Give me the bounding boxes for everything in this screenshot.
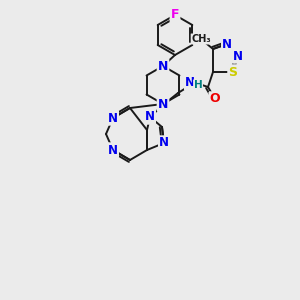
- Text: N: N: [233, 50, 243, 62]
- Text: N: N: [185, 76, 195, 89]
- Text: H: H: [194, 80, 202, 90]
- Text: N: N: [159, 136, 169, 149]
- Text: S: S: [229, 65, 238, 79]
- Text: N: N: [158, 59, 168, 73]
- Text: N: N: [108, 112, 118, 124]
- Text: S: S: [229, 65, 238, 79]
- Text: O: O: [210, 92, 220, 106]
- Text: F: F: [171, 8, 179, 22]
- Text: N: N: [159, 136, 169, 149]
- Text: N: N: [158, 98, 168, 110]
- Text: CH₃: CH₃: [191, 34, 211, 44]
- Text: N: N: [158, 59, 168, 73]
- Text: F: F: [171, 8, 179, 22]
- Text: N: N: [145, 110, 155, 124]
- Text: N: N: [145, 110, 155, 124]
- Text: O: O: [210, 92, 220, 106]
- Text: N: N: [233, 50, 243, 62]
- Text: N: N: [108, 143, 118, 157]
- Text: N: N: [108, 112, 118, 124]
- Text: H: H: [194, 80, 202, 90]
- Text: N: N: [222, 38, 232, 50]
- Text: N: N: [222, 38, 232, 50]
- Text: N: N: [185, 76, 195, 89]
- Text: N: N: [108, 143, 118, 157]
- Text: N: N: [158, 98, 168, 110]
